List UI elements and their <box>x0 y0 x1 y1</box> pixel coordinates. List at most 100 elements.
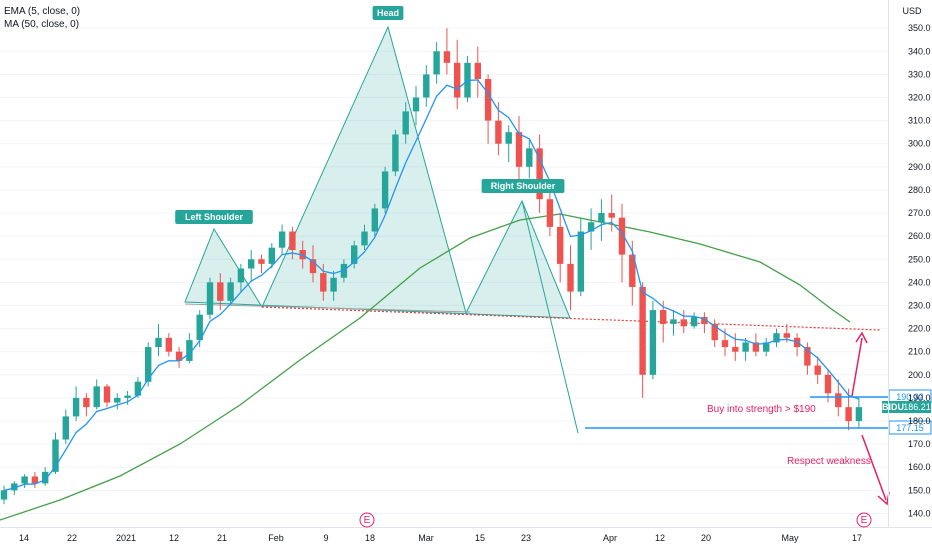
right-shoulder-label: Right Shoulder <box>491 181 556 191</box>
time-tick-label: 23 <box>521 533 531 543</box>
time-tick-label: 2021 <box>116 533 136 543</box>
time-axis: 14 22 2021 12 21 Feb 9 18 Mar 15 23 Apr 12 20 May 17 E E <box>0 512 932 543</box>
candle-body <box>217 282 224 301</box>
candle-body <box>701 317 708 324</box>
candle-body <box>515 132 523 167</box>
symbol-tag-box <box>882 401 904 413</box>
price-tick-label: 220.0 <box>908 324 931 334</box>
candle-body <box>732 347 739 352</box>
candle-body <box>557 226 564 264</box>
price-tick-label: 200.0 <box>908 370 931 380</box>
ma-50-line <box>0 213 851 521</box>
candle-body <box>412 97 420 112</box>
time-tick-label: 21 <box>217 533 227 543</box>
candle-body <box>835 393 842 408</box>
candle-body <box>289 231 296 251</box>
candle-body <box>227 282 234 301</box>
candle-body <box>0 490 8 500</box>
candle-body <box>629 254 636 287</box>
price-tag-upper: 190.32 <box>896 392 924 402</box>
pattern-fill <box>184 25 571 319</box>
candle-body <box>134 381 142 396</box>
time-tick-label: 12 <box>655 533 665 543</box>
candle-body <box>752 342 760 352</box>
price-tick-label: 310.0 <box>908 116 931 126</box>
time-tick-label: Feb <box>268 533 284 543</box>
candle-body <box>381 171 389 209</box>
price-tick-label: 150.0 <box>908 485 931 495</box>
time-tick-label: Apr <box>603 533 617 543</box>
earnings-marker-label: E <box>861 515 868 526</box>
candle-body <box>804 347 811 366</box>
time-tick-label: 12 <box>169 533 179 543</box>
candle-body <box>783 333 790 338</box>
candle-body <box>814 365 821 375</box>
candle-body <box>62 416 69 440</box>
candle-body <box>598 213 605 223</box>
ema-path <box>3 79 860 491</box>
candle-body <box>175 351 183 361</box>
candle-body <box>742 342 749 352</box>
neckline-dotted <box>261 306 881 331</box>
candle-body <box>855 407 863 422</box>
candle-body <box>351 245 358 264</box>
candle-body <box>320 273 327 292</box>
candle-body <box>330 277 337 292</box>
ema-5-line <box>3 79 860 491</box>
candle-body <box>248 259 255 269</box>
candle-body <box>361 231 368 246</box>
candle-body <box>114 397 121 403</box>
arrow-down <box>861 434 887 501</box>
candle-body <box>433 51 440 75</box>
price-tick-label: 240.0 <box>908 277 931 287</box>
price-tick-label: 280.0 <box>908 185 931 195</box>
pattern-labels: Left Shoulder Head Right Shoulder Buy into … <box>175 6 871 467</box>
candle-body <box>608 213 615 218</box>
ma-legend[interactable]: MA (50, close, 0) <box>4 19 80 30</box>
candle-body <box>21 476 28 484</box>
candle-body <box>639 286 646 375</box>
price-tick-label: 140.0 <box>908 508 931 518</box>
candle-body <box>206 282 214 315</box>
price-tick-label: 180.0 <box>908 416 931 426</box>
candle-body <box>773 333 780 343</box>
neckline-solid <box>184 303 471 313</box>
candle-body <box>454 62 461 98</box>
time-tick-label: 20 <box>701 533 711 543</box>
currency-label: USD <box>902 6 922 16</box>
candle-body <box>495 120 502 144</box>
candle-body <box>649 310 657 375</box>
candle-body <box>618 217 626 255</box>
earnings-marker <box>856 512 872 528</box>
time-tick-label: 18 <box>365 533 375 543</box>
candle-body <box>52 439 59 472</box>
candle-body <box>721 340 729 348</box>
indicator-legend: EMA (5, close, 0) MA (50, close, 0) <box>4 5 80 31</box>
candle-body <box>660 310 667 324</box>
candle-body <box>824 374 832 394</box>
candle-body <box>186 340 193 361</box>
respect-annotation: Respect weakness <box>787 456 871 467</box>
ema-legend[interactable]: EMA (5, close, 0) <box>4 6 81 17</box>
candle-body <box>690 317 698 327</box>
price-tick-label: 190.0 <box>908 393 931 403</box>
candle-body <box>83 397 90 408</box>
current-price: 186.21 <box>903 402 931 412</box>
candle-body <box>845 407 852 422</box>
candle-body <box>443 51 451 63</box>
candle-body <box>371 208 378 232</box>
earnings-marker-label: E <box>364 515 371 526</box>
candle-body <box>103 386 111 403</box>
candle-body <box>258 259 265 264</box>
time-tick-label: 9 <box>323 533 328 543</box>
time-tick-label: Mar <box>418 533 434 543</box>
candle-body <box>423 74 430 98</box>
candle-body <box>392 134 399 172</box>
price-tick-label: 350.0 <box>908 23 931 33</box>
candle-body <box>93 386 100 408</box>
price-tag-lower: 177.15 <box>896 423 924 433</box>
candle-body <box>165 337 172 352</box>
price-tick-label: 330.0 <box>908 69 931 79</box>
candle-body <box>680 319 687 327</box>
